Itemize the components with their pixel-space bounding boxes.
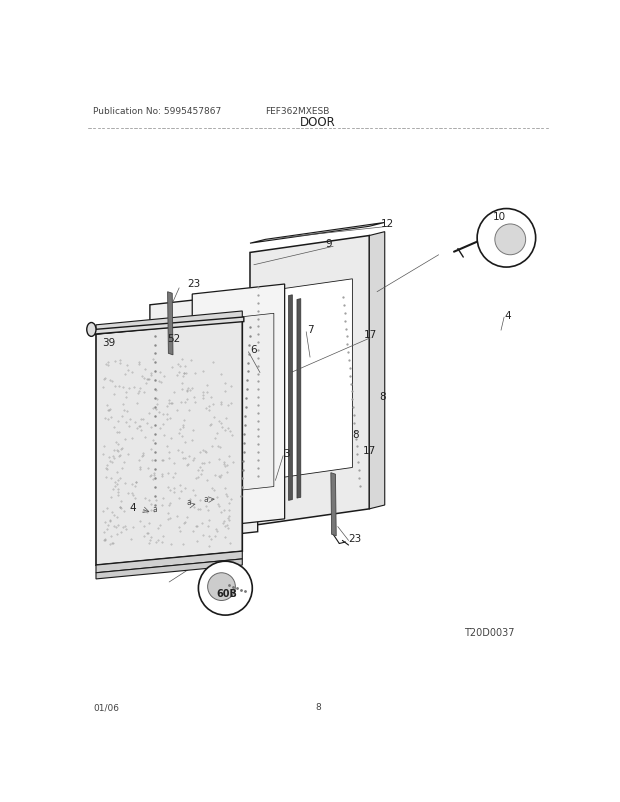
Polygon shape xyxy=(331,473,336,536)
Polygon shape xyxy=(167,293,173,355)
Text: a: a xyxy=(204,494,208,503)
Text: 7: 7 xyxy=(307,324,314,334)
Text: 8: 8 xyxy=(352,430,359,439)
Text: 39: 39 xyxy=(102,338,115,347)
Polygon shape xyxy=(164,327,244,505)
Polygon shape xyxy=(192,285,285,529)
Text: 6: 6 xyxy=(250,345,257,355)
Polygon shape xyxy=(297,299,301,499)
Polygon shape xyxy=(370,233,385,509)
Circle shape xyxy=(208,573,236,601)
Polygon shape xyxy=(203,314,274,495)
Polygon shape xyxy=(267,279,352,480)
Circle shape xyxy=(495,225,526,255)
Polygon shape xyxy=(250,223,385,244)
Text: 23: 23 xyxy=(348,533,362,544)
Text: 01/06: 01/06 xyxy=(93,703,119,711)
Text: 17: 17 xyxy=(364,330,377,339)
Text: 8: 8 xyxy=(315,703,321,711)
Text: 52: 52 xyxy=(167,334,181,343)
Text: 9: 9 xyxy=(326,239,332,249)
Text: T20D0037: T20D0037 xyxy=(464,627,515,637)
Text: 3: 3 xyxy=(283,449,290,459)
Text: 8: 8 xyxy=(379,391,386,401)
Polygon shape xyxy=(250,237,370,526)
Polygon shape xyxy=(96,311,242,334)
Text: 12: 12 xyxy=(381,219,394,229)
Text: Publication No: 5995457867: Publication No: 5995457867 xyxy=(93,107,221,116)
Polygon shape xyxy=(96,552,242,573)
Text: 10: 10 xyxy=(494,212,507,222)
Text: 60B: 60B xyxy=(216,588,237,598)
Polygon shape xyxy=(94,318,244,334)
Polygon shape xyxy=(96,321,242,565)
Polygon shape xyxy=(96,559,242,579)
Polygon shape xyxy=(288,295,293,500)
Polygon shape xyxy=(150,294,258,544)
Text: a: a xyxy=(152,504,157,514)
Text: 4: 4 xyxy=(129,503,136,512)
Circle shape xyxy=(198,561,252,615)
Circle shape xyxy=(477,209,536,268)
Text: DOOR: DOOR xyxy=(300,116,335,129)
Text: 17: 17 xyxy=(363,445,376,455)
Text: 23: 23 xyxy=(187,279,200,289)
Ellipse shape xyxy=(87,323,96,337)
Text: eReplacementParts.com: eReplacementParts.com xyxy=(250,415,386,424)
Text: a: a xyxy=(187,498,192,507)
Text: 4: 4 xyxy=(504,310,511,321)
Text: FEF362MXESB: FEF362MXESB xyxy=(265,107,330,116)
